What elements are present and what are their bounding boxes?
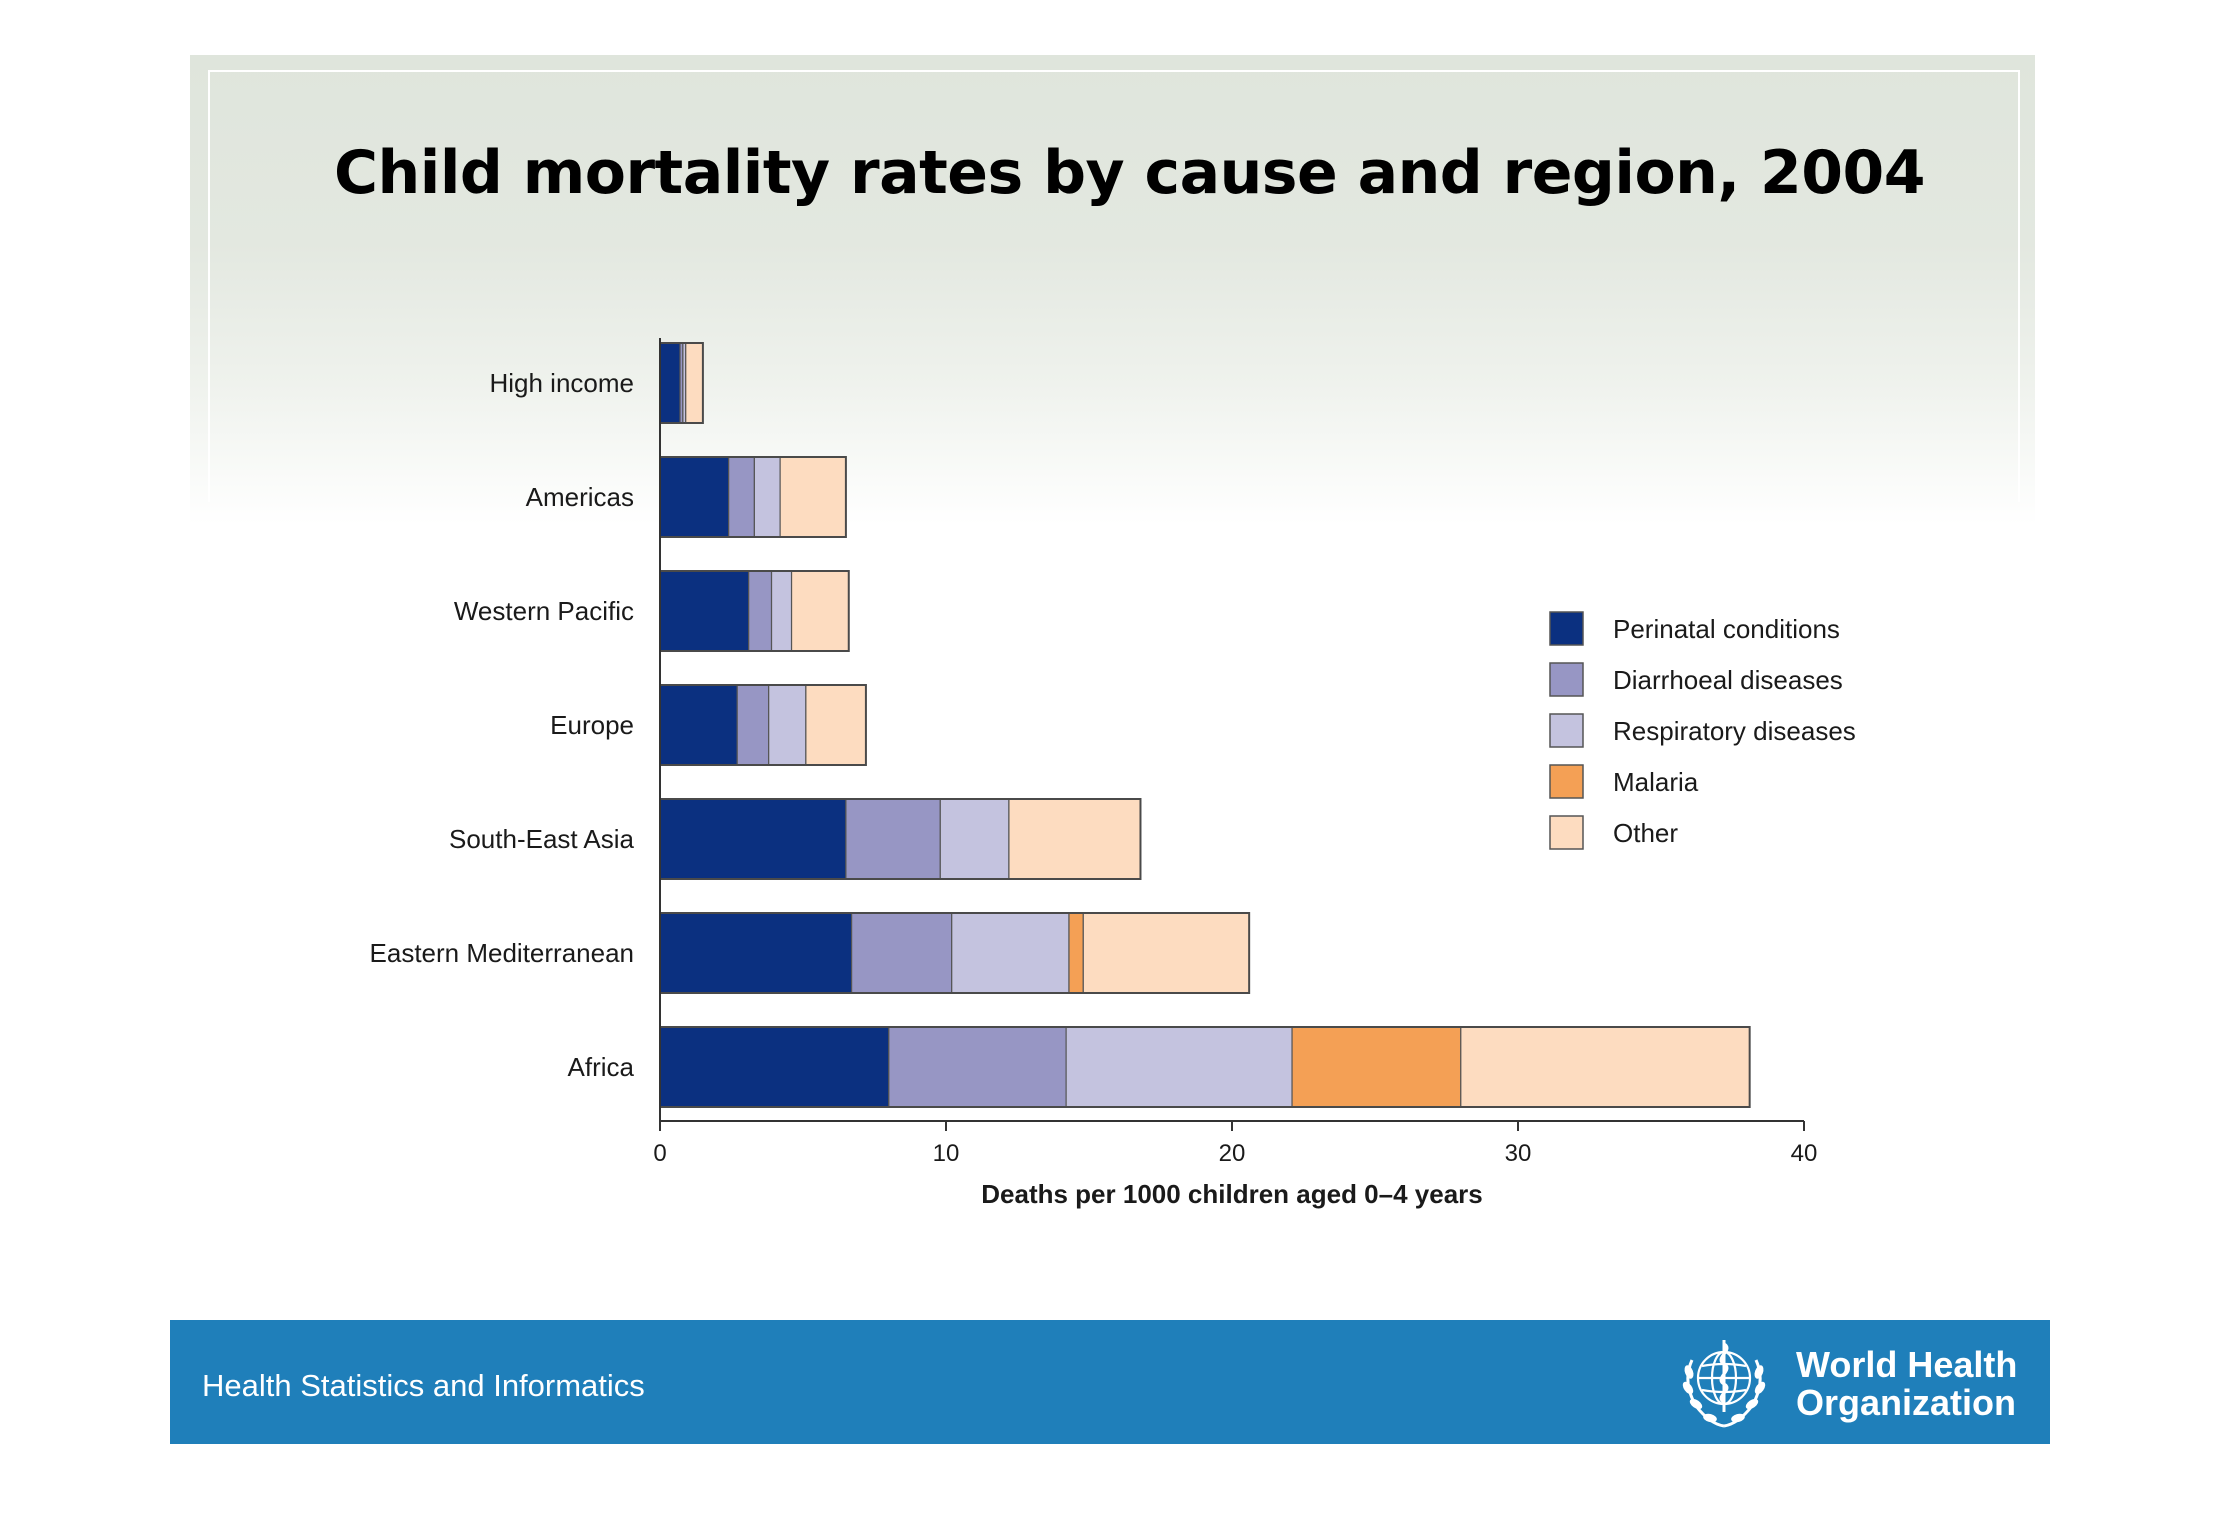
bar-segment-western-pacific-perinatal-conditions bbox=[659, 570, 750, 652]
bar-segment-africa-other bbox=[1460, 1026, 1751, 1108]
bar-segment-americas-other bbox=[779, 456, 847, 538]
legend-swatch-perinatal-conditions bbox=[1549, 611, 1584, 646]
bars-layer bbox=[659, 342, 1751, 1108]
x-axis-title: Deaths per 1000 children aged 0–4 years bbox=[981, 1179, 1483, 1209]
bar-segment-americas-perinatal-conditions bbox=[659, 456, 730, 538]
bar-segment-high-income-perinatal-conditions bbox=[659, 342, 681, 424]
bar-segment-western-pacific-other bbox=[790, 570, 850, 652]
legend-label-malaria: Malaria bbox=[1613, 767, 1699, 797]
bar-segment-western-pacific-diarrhoeal-diseases bbox=[748, 570, 773, 652]
bar-segment-south-east-asia-other bbox=[1008, 798, 1142, 880]
x-tick-label-40: 40 bbox=[1791, 1140, 1818, 1167]
x-tick-label-0: 0 bbox=[653, 1140, 666, 1167]
category-label-high-income: High income bbox=[489, 368, 634, 398]
bar-segment-eastern-mediterranean-diarrhoeal-diseases bbox=[851, 912, 953, 994]
stacked-bar-chart: High income Americas Western Pacific Europe… bbox=[370, 338, 1856, 1209]
bar-segment-western-pacific-respiratory-diseases bbox=[770, 570, 793, 652]
x-axis-ticks: 0 10 20 30 40 bbox=[653, 1121, 1817, 1167]
who-name: World Health Organization bbox=[1796, 1346, 2046, 1422]
x-tick-label-30: 30 bbox=[1505, 1140, 1532, 1167]
bar-segment-south-east-asia-diarrhoeal-diseases bbox=[845, 798, 941, 880]
bar-segment-africa-respiratory-diseases bbox=[1065, 1026, 1293, 1108]
legend-label-respiratory-diseases: Respiratory diseases bbox=[1613, 716, 1856, 746]
slide-title: Child mortality rates by cause and regio… bbox=[334, 138, 1926, 208]
bar-segment-europe-diarrhoeal-diseases bbox=[736, 684, 770, 766]
x-tick-label-20: 20 bbox=[1219, 1140, 1246, 1167]
legend-swatch-diarrhoeal-diseases bbox=[1549, 662, 1584, 697]
bar-segment-africa-malaria bbox=[1291, 1026, 1462, 1108]
legend: Perinatal conditions Diarrhoeal diseases R… bbox=[1549, 611, 1856, 850]
bar-segment-europe-perinatal-conditions bbox=[659, 684, 738, 766]
footer-bar: Health Statistics and Informatics W bbox=[170, 1320, 2050, 1444]
legend-swatch-malaria bbox=[1549, 764, 1584, 799]
bar-segment-south-east-asia-respiratory-diseases bbox=[939, 798, 1010, 880]
bar-segment-eastern-mediterranean-respiratory-diseases bbox=[951, 912, 1070, 994]
category-label-south-east-asia: South-East Asia bbox=[449, 824, 635, 854]
legend-label-diarrhoeal-diseases: Diarrhoeal diseases bbox=[1613, 665, 1843, 695]
who-name-line-2: Organization bbox=[1796, 1382, 2017, 1423]
bar-segment-high-income-other bbox=[685, 342, 704, 424]
bar-segment-americas-diarrhoeal-diseases bbox=[728, 456, 755, 538]
legend-label-perinatal-conditions: Perinatal conditions bbox=[1613, 614, 1840, 644]
bar-segment-eastern-mediterranean-perinatal-conditions bbox=[659, 912, 853, 994]
x-tick-label-10: 10 bbox=[933, 1140, 960, 1167]
footer-text: Health Statistics and Informatics bbox=[202, 1368, 645, 1403]
bar-segment-africa-diarrhoeal-diseases bbox=[888, 1026, 1067, 1108]
category-label-eastern-mediterranean: Eastern Mediterranean bbox=[370, 938, 634, 968]
who-name-line-1: World Health bbox=[1796, 1344, 2018, 1385]
who-emblem-icon bbox=[1682, 1340, 1766, 1428]
bar-segment-south-east-asia-perinatal-conditions bbox=[659, 798, 847, 880]
bar-segment-eastern-mediterranean-other bbox=[1082, 912, 1250, 994]
category-label-americas: Americas bbox=[526, 482, 634, 512]
category-label-europe: Europe bbox=[550, 710, 634, 740]
legend-swatch-other bbox=[1549, 815, 1584, 850]
bar-segment-americas-respiratory-diseases bbox=[753, 456, 781, 538]
slide-header-background bbox=[190, 55, 2035, 525]
legend-label-other: Other bbox=[1613, 818, 1678, 848]
bar-segment-eastern-mediterranean-malaria bbox=[1068, 912, 1084, 994]
bar-segment-europe-respiratory-diseases bbox=[768, 684, 807, 766]
category-labels: High income Americas Western Pacific Europe… bbox=[370, 368, 635, 1082]
slide-frame bbox=[208, 70, 2020, 502]
bar-segment-europe-other bbox=[805, 684, 867, 766]
category-label-africa: Africa bbox=[568, 1052, 635, 1082]
category-label-western-pacific: Western Pacific bbox=[454, 596, 634, 626]
bar-segment-africa-perinatal-conditions bbox=[659, 1026, 890, 1108]
legend-swatch-respiratory-diseases bbox=[1549, 713, 1584, 748]
